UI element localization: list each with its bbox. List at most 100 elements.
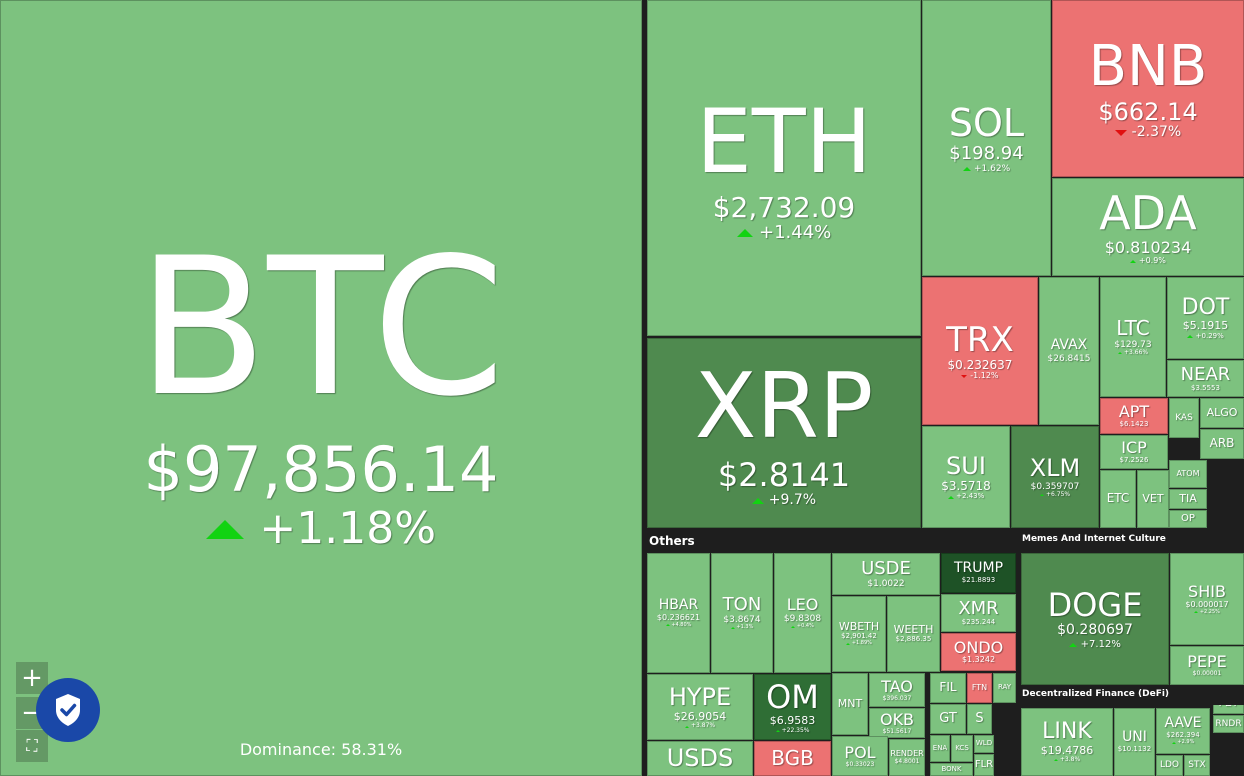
coin-symbol: GT [939,710,957,726]
coin-tile[interactable]: BONK [930,763,973,776]
coin-tile[interactable]: WEETH $2,886.35 [887,596,940,672]
change-arrow [205,519,244,539]
coin-tile[interactable]: OP [1169,510,1207,528]
coin-symbol: OKB [879,709,915,729]
change-text: +2.25% [1199,608,1220,615]
section-header: Decentralized Finance (DeFi) [1022,689,1170,699]
coin-tile[interactable]: DOT $5.1915 +0.29% [1167,277,1244,359]
coin-tile[interactable]: LTC $129.73 +3.66% [1100,277,1166,397]
coin-change: +3.66% [1117,349,1148,357]
coin-price: $198.94 [949,143,1024,165]
coin-tile[interactable]: GT [930,704,966,734]
coin-price: $26.9054 [673,709,727,723]
section-bar [1020,530,1244,550]
coin-change: +2.9% [1171,738,1195,746]
coin-tile[interactable]: FIL [930,673,966,703]
coin-tile[interactable]: RENDER $4.8001 [889,739,925,776]
coin-price: $51.5617 [882,727,912,735]
coin-tile[interactable]: VET [1137,470,1169,528]
coin-symbol: NEAR [1180,363,1231,385]
coin-tile[interactable]: LEO $9.8308 +0.4% [774,553,831,673]
change-text: +1.3% [736,624,754,631]
coin-tile[interactable]: APT $6.1423 [1100,398,1168,434]
coin-symbol: POL [844,742,876,762]
coin-symbol: XMR [958,598,999,619]
coin-symbol: SOL [948,100,1025,145]
coin-tile[interactable]: UNI $10.1132 [1114,708,1155,776]
coin-tile[interactable]: ALGO [1200,398,1244,428]
coin-tile[interactable]: LINK $19.4786 +3.8% [1021,708,1113,776]
coin-symbol: HYPE [668,683,732,712]
coin-tile[interactable]: XMR $235.244 [941,594,1016,632]
coin-tile[interactable]: BNB $662.14 -2.37% [1052,0,1244,177]
change-arrow [730,627,735,630]
coin-tile[interactable]: TRUMP $21.8893 [941,553,1016,593]
coin-change: +9.7% [751,493,816,509]
coin-tile[interactable]: RNDR [1213,715,1244,733]
coin-tile[interactable]: FTN [967,673,992,703]
coin-tile[interactable]: XLM $0.359707 +6.75% [1011,426,1099,528]
coin-tile[interactable]: PEPE $0.00001 [1170,646,1244,685]
coin-symbol: ARB [1209,436,1235,451]
coin-symbol: OM [766,677,819,716]
coin-symbol: KAS [1175,412,1193,423]
coin-tile[interactable]: ATOM [1169,460,1207,488]
coin-tile[interactable]: BGB [754,741,831,776]
coin-tile[interactable]: SOL $198.94 +1.62% [922,0,1051,276]
coin-symbol: XRP [694,353,874,459]
coin-symbol: ALGO [1206,405,1238,419]
coin-tile[interactable]: AVAX $26.8415 [1039,277,1099,425]
coin-tile[interactable]: ETC [1100,470,1136,528]
coin-symbol: WEETH [893,622,934,636]
shield-badge[interactable] [36,678,100,742]
coin-tile[interactable]: USDE $1.0022 [832,553,940,595]
zoom-in-button[interactable]: + [16,662,48,694]
coin-tile[interactable]: ADA $0.810234 +0.9% [1052,178,1244,276]
coin-tile[interactable]: MNT [832,673,868,735]
coin-tile[interactable]: USDS [647,741,753,776]
coin-tile[interactable]: LDO [1156,755,1183,776]
coin-tile[interactable]: ONDO $1.3242 [941,633,1016,671]
coin-tile[interactable]: TON $3.8674 +1.3% [711,553,773,673]
coin-tile[interactable]: TAO $396.037 [869,673,925,707]
coin-tile[interactable]: OKB $51.5617 [869,708,925,738]
change-arrow [1187,334,1194,338]
coin-tile[interactable]: ENA [930,735,950,762]
change-text: +2.9% [1177,738,1195,745]
coin-tile[interactable]: XRP $2.8141 +9.7% [647,338,921,528]
coin-tile[interactable]: HBAR $0.236621 +4.80% [647,553,710,673]
coin-tile[interactable]: RAY [993,673,1016,703]
change-text: +3.87% [691,722,716,730]
coin-tile[interactable]: WBETH $2,901.42 +1.89% [832,596,886,672]
coin-tile[interactable]: ICP $7.2526 [1100,435,1168,469]
coin-tile[interactable]: KAS [1169,398,1199,438]
coin-symbol: FTN [971,682,988,692]
change-arrow [751,498,764,505]
coin-tile[interactable]: WLD [974,735,994,753]
coin-price: $2,886.35 [895,635,932,644]
coin-symbol: XLM [1029,454,1081,483]
change-arrow [1117,352,1122,355]
coin-tile[interactable]: TRX $0.232637 -1.12% [922,277,1038,425]
coin-tile[interactable]: BTC $97,856.14 +1.18% [0,0,642,776]
coin-tile[interactable]: ARB [1200,429,1244,459]
coin-tile[interactable]: DOGE $0.280697 +7.12% [1021,553,1169,685]
coin-tile[interactable]: STX [1184,755,1210,776]
coin-tile[interactable]: OM $6.9583 +22.35% [754,674,831,740]
coin-tile[interactable]: ETH $2,732.09 +1.44% [647,0,921,336]
coin-tile[interactable]: NEAR $3.5553 [1167,360,1244,397]
coin-tile[interactable]: AAVE $262.394 +2.9% [1156,708,1210,754]
coin-tile[interactable]: S [967,704,992,734]
coin-tile[interactable]: FLR [974,754,994,776]
coin-tile[interactable]: TIA [1169,489,1207,509]
coin-symbol: ENA [932,743,948,752]
coin-price: $4.8001 [894,757,920,765]
coin-tile[interactable]: SHIB $0.000017 +2.25% [1170,553,1244,645]
fullscreen-button[interactable]: ⛶ [16,730,48,762]
coin-tile[interactable]: HYPE $26.9054 +3.87% [647,674,753,740]
coin-price: $0.359707 [1030,482,1080,493]
coin-tile[interactable]: POL $0.33023 [832,736,888,776]
coin-tile[interactable]: KCS [951,735,973,762]
coin-tile[interactable]: SUI $3.5718 +2.43% [922,426,1010,528]
coin-price: $0.232637 [947,357,1013,372]
